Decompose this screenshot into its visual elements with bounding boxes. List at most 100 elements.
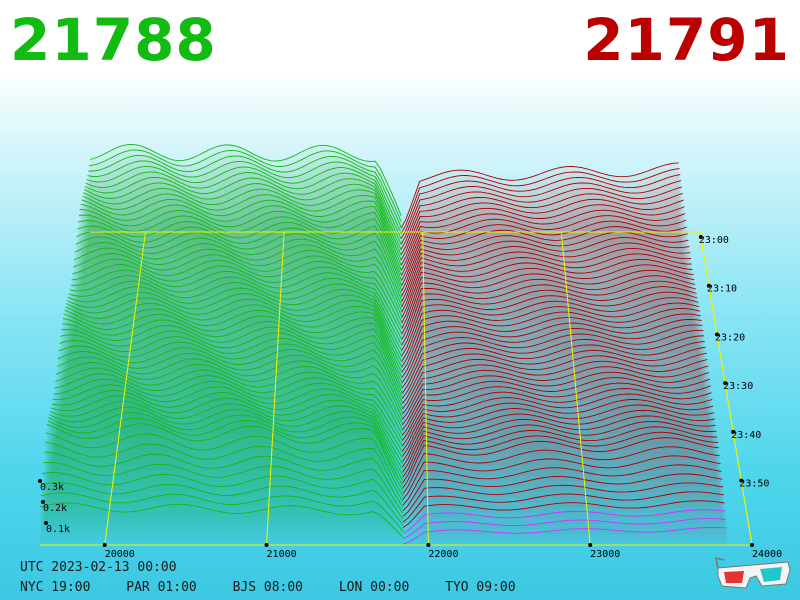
timezone-row: NYC 19:00 PAR 01:00 BJS 08:00 LON 00:00 … (20, 580, 544, 595)
grid-price-line (104, 231, 146, 546)
bid-depth-line (60, 334, 403, 403)
ask-depth-line (402, 455, 721, 500)
depth-tick (38, 479, 42, 483)
timezone-lon: LON 00:00 (338, 580, 410, 595)
ask-depth-line (400, 204, 685, 266)
bid-price: 21788 (10, 6, 217, 74)
ask-depth-line (401, 209, 686, 271)
bid-depth-line (66, 297, 403, 369)
bid-depth-line (49, 406, 404, 476)
ask-price: 21791 (583, 6, 790, 74)
ask-series (400, 162, 728, 545)
ask-depth-line (401, 302, 700, 362)
bid-depth-line (61, 328, 403, 399)
ask-depth-line (400, 162, 679, 229)
grid-price-line (422, 231, 429, 546)
bid-depth-line (54, 373, 403, 441)
bid-depth-line (64, 308, 403, 379)
bid-depth-line (70, 269, 403, 341)
ask-depth-line (402, 377, 710, 431)
time-tick (715, 332, 720, 337)
bid-depth-line (42, 472, 404, 520)
ask-depth-line (400, 174, 681, 239)
ask-depth-line (402, 420, 717, 473)
ask-depth-line (402, 426, 718, 478)
ask-depth-line (401, 215, 687, 276)
ask-depth-line (402, 409, 715, 462)
bid-depth-line (89, 149, 402, 222)
depth-tick (44, 521, 48, 525)
ask-depth-line (400, 186, 683, 250)
ask-depth-line (401, 324, 703, 383)
ask-depth-line (400, 180, 682, 245)
ask-depth-line (401, 253, 692, 313)
utc-time: UTC 2023-02-13 00:00 (20, 560, 177, 575)
price-tick-label: 22000 (428, 549, 458, 560)
bid-depth-line (57, 351, 403, 419)
price-tick-label: 23000 (590, 549, 620, 560)
ask-depth-line (402, 399, 714, 452)
time-tick (731, 429, 736, 434)
ask-depth-line (402, 393, 713, 447)
ask-depth-line (401, 264, 694, 324)
ask-depth-line (401, 237, 690, 297)
ask-depth-line (401, 247, 692, 308)
grid-price-line (560, 231, 591, 546)
ask-depth-line (401, 286, 697, 346)
ask-depth-line (401, 291, 698, 351)
time-tick (698, 235, 703, 239)
ask-depth-line (401, 269, 695, 329)
ask-depth-line (402, 500, 725, 528)
bid-depth-line (44, 451, 404, 508)
bid-depth-line (78, 220, 403, 291)
bid-depth-line (74, 242, 403, 312)
depth-tick-label: 0.3k (40, 482, 64, 493)
bid-depth-line (72, 258, 403, 329)
bid-depth-line (50, 401, 404, 470)
bid-depth-line (52, 384, 403, 453)
bid-depth-line (80, 203, 402, 276)
time-tick-label: 23:00 (699, 235, 729, 246)
bid-depth-line (71, 264, 403, 335)
chart-grid (40, 231, 753, 546)
bid-depth-line (45, 432, 404, 497)
bid-depth-line (55, 362, 403, 430)
bid-depth-line (76, 231, 403, 301)
timezone-par: PAR 01:00 (126, 580, 197, 595)
3d-glasses-icon[interactable] (714, 556, 792, 590)
bid-depth-line (40, 492, 404, 532)
bid-depth-line (85, 171, 402, 245)
ask-depth-line (402, 473, 723, 512)
price-tick (750, 543, 754, 547)
ask-depth-line (400, 198, 684, 260)
bid-depth-line (68, 280, 403, 352)
ask-depth-line (402, 437, 719, 489)
time-tick-label: 23:30 (723, 381, 753, 392)
ask-depth-line (402, 446, 720, 495)
bid-depth-line (46, 423, 404, 491)
bid-depth-line (59, 339, 403, 408)
ask-depth-line (401, 346, 706, 405)
depth-tick-label: 0.2k (43, 503, 67, 514)
bid-depth-line (86, 165, 402, 240)
price-tick-label: 21000 (267, 549, 297, 560)
ask-depth-line (402, 527, 728, 545)
ask-depth-line (400, 168, 680, 234)
bid-depth-line (77, 225, 403, 296)
ask-depth-line (402, 518, 727, 540)
price-tick (588, 543, 593, 547)
timezone-nyc: NYC 19:00 (20, 580, 91, 595)
ask-depth-line (401, 275, 696, 335)
time-tick-label: 23:40 (731, 430, 761, 441)
bid-depth-line (69, 275, 403, 346)
time-tick (706, 283, 711, 288)
bid-depth-line (61, 323, 403, 394)
price-tick-label: 24000 (752, 549, 782, 560)
ask-depth-line (401, 359, 708, 415)
ask-depth-line (402, 415, 716, 468)
bid-depth-line (55, 367, 403, 436)
ask-depth-line (401, 220, 688, 281)
timezone-bjs: BJS 08:00 (232, 580, 304, 595)
ask-depth-line (402, 382, 711, 436)
